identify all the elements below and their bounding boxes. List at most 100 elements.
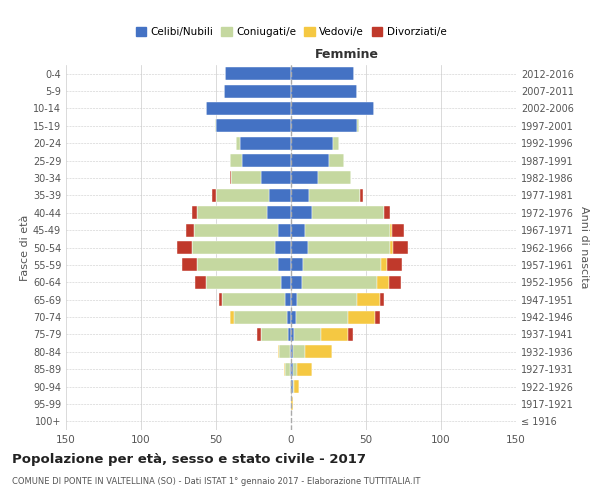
Bar	[279, 346, 290, 358]
Text: COMUNE DI PONTE IN VALTELLINA (SO) - Dati ISTAT 1° gennaio 2017 - Elaborazione T: COMUNE DI PONTE IN VALTELLINA (SO) - Dat…	[12, 478, 421, 486]
Bar	[275, 241, 291, 254]
Bar	[291, 154, 329, 167]
Bar	[380, 293, 384, 306]
Bar	[297, 362, 312, 376]
Bar	[291, 258, 303, 272]
Bar	[357, 120, 359, 132]
Bar	[229, 310, 234, 324]
Bar	[329, 154, 343, 167]
Bar	[312, 206, 384, 220]
Bar	[284, 362, 285, 376]
Bar	[267, 206, 291, 220]
Bar	[291, 120, 357, 132]
Text: Popolazione per età, sesso e stato civile - 2017: Popolazione per età, sesso e stato civil…	[12, 452, 366, 466]
Bar	[197, 206, 267, 220]
Bar	[294, 328, 321, 341]
Bar	[305, 346, 331, 358]
Bar	[277, 258, 291, 272]
Bar	[348, 328, 353, 341]
Bar	[277, 346, 279, 358]
Bar	[234, 310, 287, 324]
Bar	[269, 189, 291, 202]
Bar	[294, 380, 299, 393]
Bar	[293, 362, 297, 376]
Bar	[291, 380, 293, 393]
Bar	[360, 189, 363, 202]
Bar	[291, 84, 357, 98]
Bar	[291, 398, 293, 410]
Bar	[348, 310, 375, 324]
Bar	[219, 293, 222, 306]
Bar	[261, 172, 291, 184]
Bar	[277, 224, 291, 236]
Bar	[205, 276, 281, 289]
Bar	[216, 189, 269, 202]
Bar	[223, 84, 291, 98]
Bar	[288, 328, 291, 341]
Bar	[261, 328, 288, 341]
Bar	[186, 224, 193, 236]
Bar	[357, 293, 380, 306]
Bar	[192, 206, 197, 220]
Bar	[235, 136, 240, 149]
Bar	[305, 224, 390, 236]
Bar	[290, 346, 291, 358]
Bar	[231, 172, 261, 184]
Bar	[285, 293, 291, 306]
Bar	[293, 380, 294, 393]
Bar	[287, 310, 291, 324]
Y-axis label: Anni di nascita: Anni di nascita	[579, 206, 589, 289]
Bar	[216, 120, 291, 132]
Bar	[291, 293, 297, 306]
Bar	[257, 328, 261, 341]
Bar	[229, 172, 231, 184]
Bar	[333, 136, 339, 149]
Bar	[308, 241, 390, 254]
Bar	[375, 310, 380, 324]
Bar	[387, 258, 402, 272]
Bar	[291, 276, 302, 289]
Bar	[309, 189, 360, 202]
Bar	[390, 241, 393, 254]
Bar	[291, 362, 293, 376]
Bar	[377, 276, 389, 289]
Bar	[195, 276, 205, 289]
Bar	[393, 241, 408, 254]
Bar	[241, 154, 291, 167]
Bar	[291, 328, 294, 341]
Bar	[193, 224, 277, 236]
Bar	[392, 224, 404, 236]
Bar	[291, 241, 308, 254]
Bar	[384, 206, 390, 220]
Bar	[240, 136, 291, 149]
Bar	[177, 241, 192, 254]
Bar	[291, 136, 333, 149]
Bar	[212, 189, 216, 202]
Bar	[296, 310, 348, 324]
Legend: Celibi/Nubili, Coniugati/e, Vedovi/e, Divorziati/e: Celibi/Nubili, Coniugati/e, Vedovi/e, Di…	[131, 23, 451, 41]
Bar	[291, 310, 296, 324]
Text: Femmine: Femmine	[315, 48, 379, 62]
Bar	[302, 276, 377, 289]
Bar	[291, 206, 312, 220]
Bar	[390, 224, 392, 236]
Bar	[291, 224, 305, 236]
Bar	[291, 346, 293, 358]
Bar	[290, 380, 291, 393]
Bar	[290, 362, 291, 376]
Bar	[321, 328, 348, 341]
Bar	[182, 258, 197, 272]
Bar	[297, 293, 357, 306]
Bar	[291, 102, 373, 115]
Bar	[222, 293, 285, 306]
Y-axis label: Fasce di età: Fasce di età	[20, 214, 30, 280]
Bar	[205, 102, 291, 115]
Bar	[318, 172, 351, 184]
Bar	[229, 154, 241, 167]
Bar	[215, 120, 216, 132]
Bar	[303, 258, 381, 272]
Bar	[293, 346, 305, 358]
Bar	[381, 258, 387, 272]
Bar	[285, 362, 290, 376]
Bar	[192, 241, 275, 254]
